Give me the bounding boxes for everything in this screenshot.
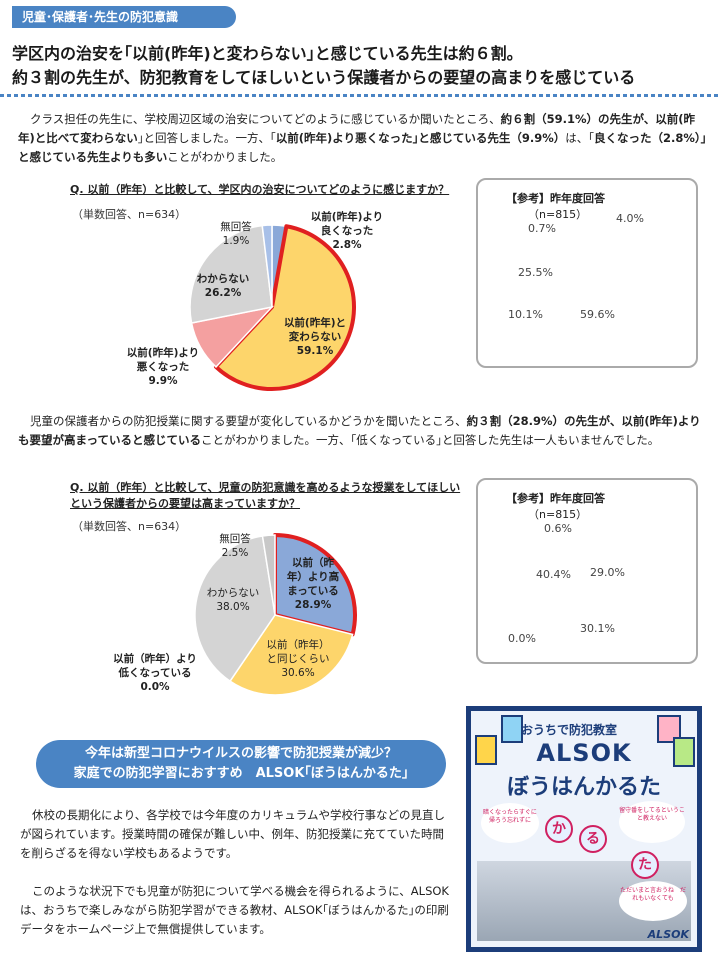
dotted-rule — [0, 94, 720, 97]
ref2-title: 【参考】昨年度回答 — [506, 492, 605, 505]
ref1-title: 【参考】昨年度回答 — [506, 192, 605, 205]
poster-card-d — [673, 737, 695, 767]
ref2-label-noanswer: 0.6% — [544, 522, 572, 535]
ref2-note: （n=815） — [528, 508, 588, 521]
karuta-poster: おうちで防犯教室 ALSOK ぼうはんかるた 暗くなったらすぐに帰ろう忘れずに … — [466, 706, 702, 952]
reference-box-2: 【参考】昨年度回答 （n=815） — [476, 478, 698, 664]
chart2-note: （単数回答、n=634） — [72, 520, 187, 533]
ref1-label-noanswer: 0.7% — [528, 222, 556, 235]
chart1-slice-3 — [189, 224, 273, 324]
ref2-label-lower: 0.0% — [508, 632, 536, 645]
poster-card-c — [657, 715, 681, 743]
para1-text-2: ｣と回答しました。一方、｢ — [137, 131, 276, 145]
paragraph-1: クラス担任の先生に、学校周辺区域の治安についてどのように感じているか聞いたところ… — [18, 110, 708, 167]
ref2-label-same: 30.1% — [580, 622, 615, 635]
chart2-label-lower: 以前（昨年）より 低くなっている 0.0% — [113, 653, 197, 693]
para1-bold-2: 以前(昨年)より悪くなった｣と感じている先生（9.9%） — [275, 131, 566, 145]
section-tag: 児童･保護者･先生の防犯意識 — [12, 6, 236, 28]
poster-kana-1: か — [545, 815, 573, 843]
chart1-label-noanswer: 無回答 1.9% — [220, 221, 252, 247]
chart1-label-unknown: わからない 26.2% — [196, 273, 250, 299]
paragraph-4: このような状況下でも児童が防犯について学べる機会を得られるように、ALSOKは、… — [20, 884, 449, 936]
ref1-note: （n=815） — [528, 208, 588, 221]
chart2-label-noanswer: 無回答 2.5% — [219, 533, 251, 559]
chart1-question: Q. 以前（昨年）と比較して、学区内の治安についてどのように感じますか？ — [70, 183, 450, 196]
poster-bubble-2: 留守番をしてるということ教えない — [619, 801, 685, 843]
ref2-label-unknown: 40.4% — [536, 568, 571, 581]
para2-text-2: ことがわかりました。一方、｢低くなっている｣と回答した先生は一人もいませんでした… — [200, 433, 660, 447]
info-banner: 今年は新型コロナウイルスの影響で防犯授業が減少？ 家庭での防犯学習におすすめ A… — [36, 740, 446, 788]
para2-bold-1: 約３割（28.9%）の先生が、以前(昨年)よりも要望が高まっていると感じている — [18, 414, 701, 447]
paragraph-2: 児童の保護者からの防犯授業に関する要望が変化しているかどうかを聞いたところ、約３… — [18, 412, 708, 450]
chart1-label-worse: 以前(昨年)より 悪くなった 9.9% — [126, 347, 200, 387]
poster-title-1: ALSOK — [536, 739, 632, 767]
poster-subtitle: おうちで防犯教室 — [521, 723, 618, 737]
poster-kana-2: る — [579, 825, 607, 853]
chart2-label-same: 以前（昨年） と同じくらい 30.6% — [266, 639, 330, 679]
poster-card-b — [501, 715, 523, 743]
ref1-label-same: 59.6% — [580, 308, 615, 321]
chart2-label-unknown: わからない 38.0% — [206, 587, 260, 613]
ref1-label-better: 4.0% — [616, 212, 644, 225]
chart2-label-higher: 以前（昨 年）より高 まっている 28.9% — [286, 557, 340, 611]
banner-line2: 家庭での防犯学習におすすめ ALSOK｢ぼうはんかるた｣ — [73, 766, 409, 781]
para1-bold-1: 約６割（59.1%）の先生が、以前(昨年)と比べて変わらない — [18, 112, 695, 145]
para1-bold-3: 良くなった（2.8%）｣と感じている先生よりも多い — [18, 131, 707, 164]
poster-card-a — [475, 735, 497, 765]
poster-kana-3: た — [631, 851, 659, 879]
para2-text-1: 児童の保護者からの防犯授業に関する要望が変化しているかどうかを聞いたところ、 — [30, 414, 467, 428]
chart2-question: Q. 以前（昨年）と比較して、児童の防犯意識を高めるような授業をしてほしいという… — [70, 481, 461, 510]
chart1-slice-4 — [261, 224, 273, 308]
poster-inner: おうちで防犯教室 ALSOK ぼうはんかるた 暗くなったらすぐに帰ろう忘れずに … — [471, 711, 697, 947]
chart2-slice-3 — [194, 535, 276, 683]
chart2-slice-1 — [228, 614, 354, 696]
chart1-highlight-1 — [214, 224, 356, 391]
paragraph-3: 休校の長期化により、各学校では今年度のカリキュラムや学校行事などの見直しが図られ… — [20, 808, 445, 860]
chart1-label-same: 以前(昨年)と 変わらない 59.1% — [283, 317, 347, 357]
ref1-label-worse: 10.1% — [508, 308, 543, 321]
chart1-note: （単数回答、n=634） — [72, 208, 187, 221]
alsok-logo: ALSOK — [647, 928, 689, 941]
poster-bubble-1: 暗くなったらすぐに帰ろう忘れずに — [481, 803, 539, 843]
headline-line2: 約３割の先生が、防犯教育をしてほしいという保護者からの要望の高まりを感じている — [12, 68, 636, 87]
para1-text-3: は、｢ — [565, 131, 594, 145]
headline-line1: 学区内の治安を｢以前(昨年)と変わらない｣と感じている先生は約６割。 — [12, 44, 523, 63]
headline: 学区内の治安を｢以前(昨年)と変わらない｣と感じている先生は約６割。 約３割の先… — [12, 42, 712, 90]
chart2-highlight-0 — [273, 533, 357, 637]
ref1-label-unknown: 25.5% — [518, 266, 553, 279]
banner-line1: 今年は新型コロナウイルスの影響で防犯授業が減少？ — [84, 746, 397, 761]
poster-bubble-3: ただいまと言おうね だれもいなくても — [619, 881, 687, 921]
poster-title-2: ぼうはんかるた — [506, 775, 661, 800]
para1-text-4: ことがわかりました。 — [167, 150, 283, 164]
reference-box-1: 【参考】昨年度回答 （n=815） — [476, 178, 698, 368]
para1-text-1: クラス担任の先生に、学校周辺区域の治安についてどのように感じているか聞いたところ… — [30, 112, 501, 126]
chart1-label-better: 以前(昨年)より 良くなった 2.8% — [310, 211, 384, 251]
chart2-slice-4 — [261, 534, 276, 616]
ref2-label-higher: 29.0% — [590, 566, 625, 579]
